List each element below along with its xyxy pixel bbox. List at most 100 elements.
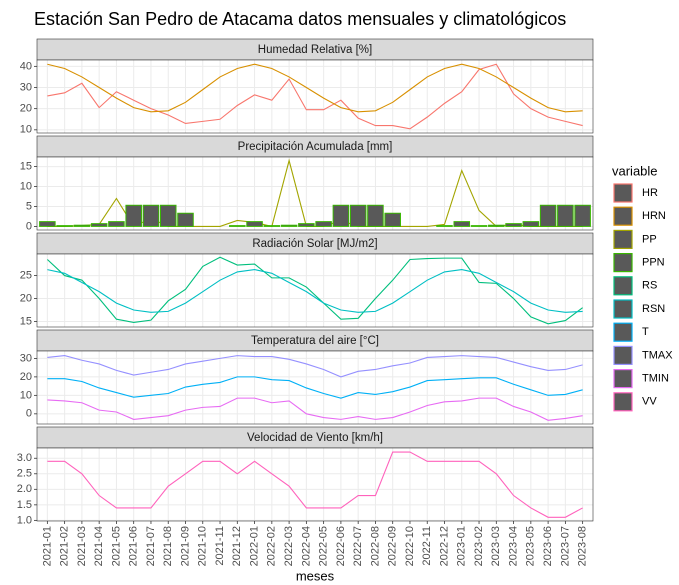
- panel: [37, 351, 593, 424]
- x-tick-label: 2022-06: [335, 526, 347, 566]
- bar: [367, 204, 384, 227]
- x-tick-label: 2022-10: [404, 526, 416, 566]
- y-tick-label: 2.0: [17, 483, 32, 495]
- x-tick-label: 2022-09: [387, 526, 399, 566]
- legend-key: [613, 322, 633, 342]
- bar: [539, 204, 557, 227]
- x-tick-label: 2021-06: [128, 526, 140, 566]
- bar: [522, 221, 540, 227]
- bar: [505, 223, 522, 227]
- bar: [470, 225, 488, 227]
- bar: [574, 204, 591, 227]
- x-tick-label: 2023-08: [577, 526, 589, 566]
- y-tick-label: 40: [20, 60, 32, 72]
- legend-label: TMIN: [642, 373, 669, 385]
- panel-title: Velocidad de Viento [km/h]: [247, 432, 383, 444]
- legend-key: [613, 253, 633, 273]
- panel: [37, 254, 593, 327]
- legend-label: TMAX: [642, 349, 673, 361]
- bar: [298, 223, 315, 227]
- y-tick-label: 10: [20, 180, 32, 192]
- bar: [108, 221, 125, 227]
- legend-label: T: [642, 326, 649, 338]
- x-tick-label: 2023-02: [473, 526, 485, 566]
- x-tick-label: 2023-03: [490, 526, 502, 566]
- panel-title: Precipitación Acumulada [mm]: [238, 141, 393, 153]
- legend-key: [613, 369, 633, 389]
- bar: [332, 204, 350, 227]
- bar: [384, 212, 401, 227]
- panel-border: [36, 156, 594, 231]
- bar: [125, 204, 142, 227]
- line: [47, 451, 583, 518]
- bar: [177, 212, 194, 227]
- bar: [488, 224, 505, 227]
- y-tick-label: 10: [20, 124, 32, 136]
- bar: [73, 224, 91, 227]
- panel-border: [36, 253, 594, 328]
- legend-key: [613, 183, 633, 203]
- panel-border: [36, 447, 594, 522]
- panel-border: [36, 59, 594, 134]
- x-tick-label: 2022-04: [300, 526, 312, 566]
- x-tick-label: 2022-01: [248, 526, 260, 566]
- panel-border: [36, 350, 594, 425]
- y-tick-label: 2.5: [17, 468, 32, 480]
- x-tick-label: 2023-04: [507, 526, 519, 566]
- y-tick-label: 1.5: [17, 499, 32, 511]
- bar: [349, 204, 367, 227]
- x-tick-label: 2021-11: [214, 526, 226, 566]
- panel-title: Temperatura del aire [°C]: [251, 335, 379, 347]
- y-tick-label: 1.0: [17, 514, 32, 526]
- x-tick-label: 2021-09: [179, 526, 191, 566]
- x-tick-label: 2023-05: [525, 526, 537, 566]
- legend-key: [613, 229, 633, 249]
- bar: [142, 204, 160, 227]
- legend-key: [613, 276, 633, 296]
- y-tick-label: 0: [26, 408, 32, 420]
- legend-label: VV: [642, 396, 657, 408]
- legend-key: [613, 206, 633, 226]
- line: [47, 63, 583, 113]
- bar: [280, 224, 298, 227]
- legend-key: [613, 392, 633, 412]
- y-tick-label: 25: [20, 269, 32, 281]
- bar: [159, 204, 177, 227]
- x-tick-label: 2023-06: [542, 526, 554, 566]
- panel: [37, 60, 593, 133]
- legend-label: RS: [642, 280, 657, 292]
- line: [47, 397, 583, 421]
- bar: [453, 221, 471, 227]
- y-tick-label: 0: [26, 220, 32, 232]
- legend-label: HRN: [642, 210, 666, 222]
- line: [47, 376, 583, 399]
- line: [47, 355, 583, 378]
- y-tick-label: 20: [20, 103, 32, 115]
- legend-label: RSN: [642, 303, 665, 315]
- bar: [263, 225, 281, 227]
- x-tick-label: 2021-03: [76, 526, 88, 566]
- x-tick-label: 2021-05: [110, 526, 122, 566]
- x-tick-label: 2023-01: [456, 526, 468, 566]
- x-axis-label: meses: [296, 568, 335, 583]
- x-tick-label: 2022-02: [266, 526, 278, 566]
- x-tick-label: 2021-10: [197, 526, 209, 566]
- x-tick-label: 2021-04: [93, 526, 105, 566]
- legend-key: [613, 345, 633, 365]
- x-tick-label: 2021-02: [59, 526, 71, 566]
- panel-title: Radiación Solar [MJ/m2]: [252, 238, 377, 250]
- panel: [37, 448, 593, 521]
- legend-key: [613, 299, 633, 319]
- x-tick-label: 2021-12: [231, 526, 243, 566]
- chart-title: Estación San Pedro de Atacama datos mens…: [34, 9, 566, 29]
- bar: [246, 221, 263, 227]
- x-tick-label: 2022-03: [283, 526, 295, 566]
- panel: [37, 157, 593, 230]
- bar: [436, 225, 453, 227]
- x-tick-label: 2021-08: [162, 526, 174, 566]
- bar: [557, 204, 574, 227]
- y-tick-label: 15: [20, 315, 32, 327]
- y-tick-label: 10: [20, 389, 32, 401]
- x-tick-label: 2022-12: [438, 526, 450, 566]
